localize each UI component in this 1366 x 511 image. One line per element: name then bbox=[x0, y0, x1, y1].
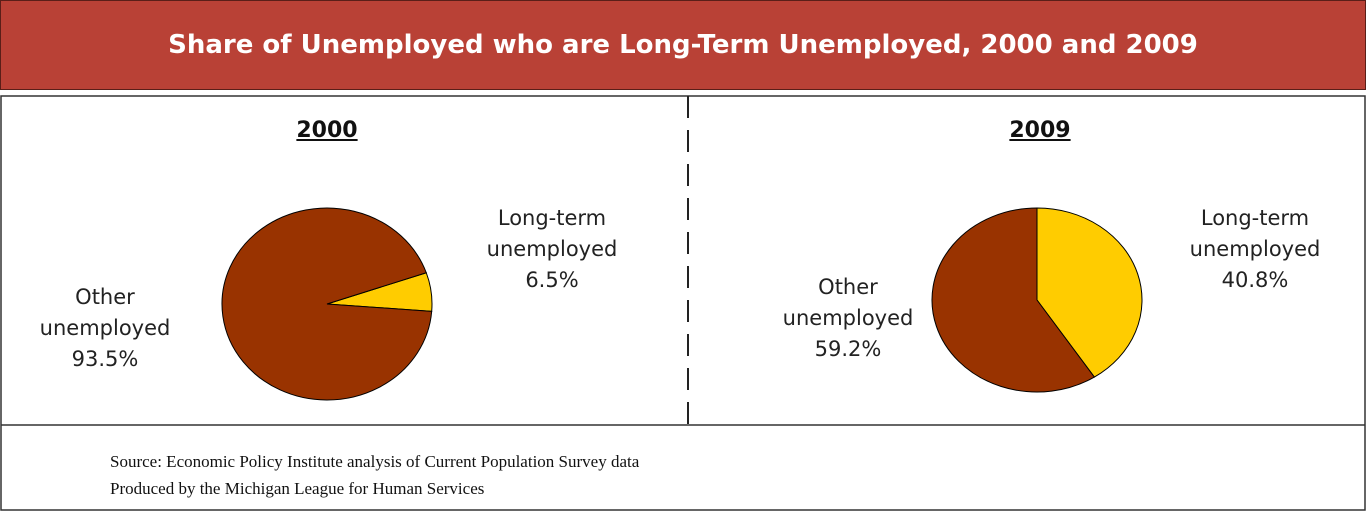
pie-slice bbox=[221, 207, 433, 401]
slice-value: 93.5% bbox=[71, 347, 139, 371]
source-note: Source: Economic Policy Institute analys… bbox=[110, 452, 640, 471]
slice-category: Other unemployed bbox=[782, 275, 914, 330]
credit-note: Produced by the Michigan League for Huma… bbox=[110, 479, 485, 498]
slice-label: Long-term unemployed 40.8% bbox=[1160, 203, 1350, 296]
slice-category: Other unemployed bbox=[39, 285, 171, 340]
slice-value: 6.5% bbox=[525, 268, 579, 292]
slice-label: Other unemployed 59.2% bbox=[753, 272, 943, 365]
slice-label: Other unemployed 93.5% bbox=[10, 282, 200, 375]
header-bar bbox=[0, 0, 1366, 90]
slice-category: Long-term unemployed bbox=[1189, 206, 1321, 261]
slice-value: 40.8% bbox=[1221, 268, 1289, 292]
slice-category: Long-term unemployed bbox=[486, 206, 618, 261]
pie-slice bbox=[931, 207, 1096, 393]
pie-title: 2009 bbox=[1009, 118, 1071, 143]
panel-border bbox=[0, 95, 1366, 511]
slice-value: 59.2% bbox=[814, 337, 882, 361]
pie-title: 2000 bbox=[296, 118, 358, 143]
slice-label: Long-term unemployed 6.5% bbox=[457, 203, 647, 296]
chart-title: Share of Unemployed who are Long-Term Un… bbox=[168, 30, 1198, 60]
